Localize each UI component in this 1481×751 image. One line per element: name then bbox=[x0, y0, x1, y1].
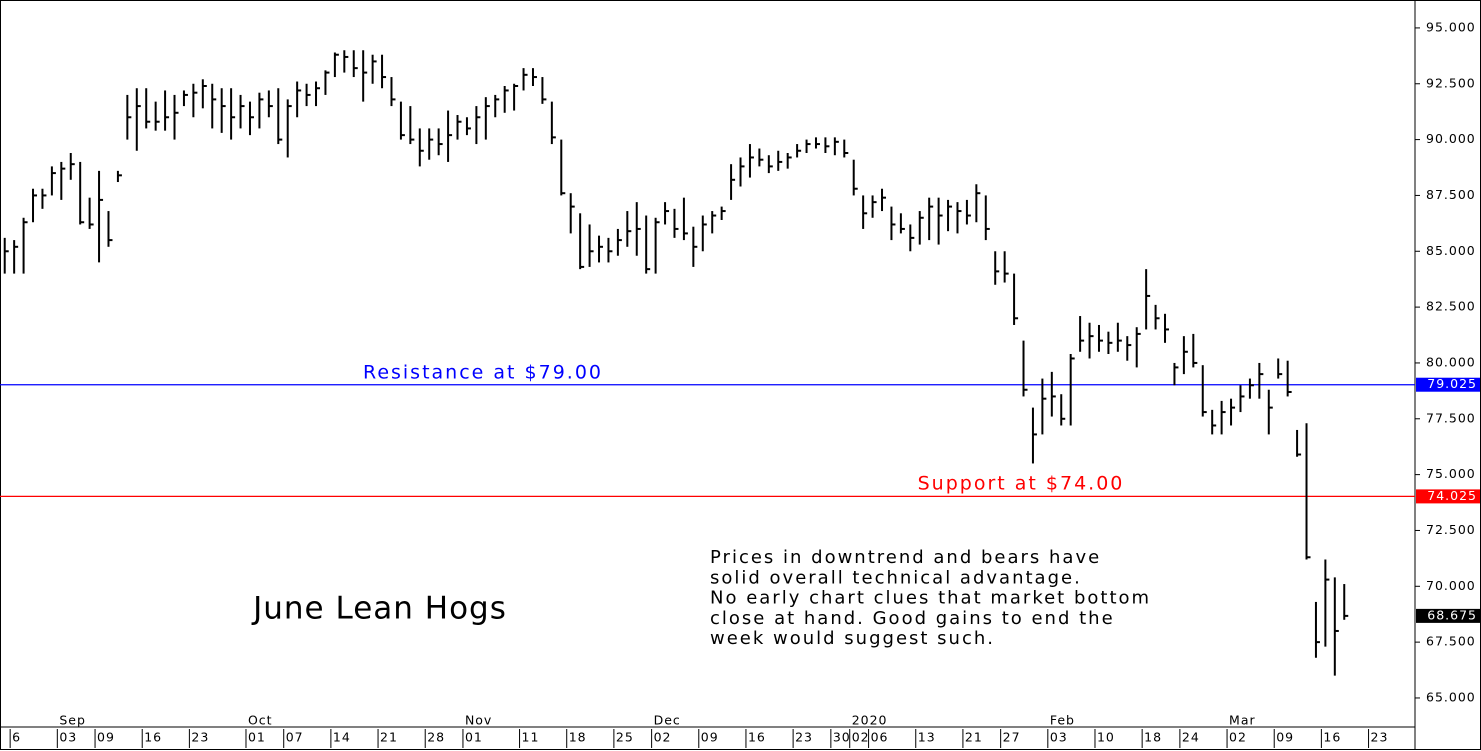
x-tick-label: 01 bbox=[248, 730, 266, 745]
y-tick-label: 90.000 bbox=[1426, 131, 1476, 146]
x-tick-label: 24 bbox=[1182, 730, 1200, 745]
x-tick-label: 27 bbox=[1003, 730, 1021, 745]
x-tick-label: 23 bbox=[795, 730, 813, 745]
level-box bbox=[1416, 489, 1480, 504]
month-label: Mar bbox=[1229, 713, 1256, 728]
x-tick-label: 23 bbox=[191, 730, 209, 745]
x-tick-label: 09 bbox=[97, 730, 115, 745]
y-tick-label: 85.000 bbox=[1426, 243, 1476, 258]
month-label: Feb bbox=[1050, 713, 1075, 728]
chart-title: June Lean Hogs bbox=[251, 591, 507, 627]
y-tick-label: 75.000 bbox=[1426, 466, 1476, 481]
x-tick-label: 25 bbox=[616, 730, 634, 745]
x-tick-label: 30 bbox=[833, 730, 851, 745]
level-box bbox=[1416, 377, 1480, 392]
x-tick-label: 01 bbox=[465, 730, 483, 745]
y-tick-label: 70.000 bbox=[1426, 578, 1476, 593]
month-label: Nov bbox=[465, 713, 492, 728]
month-label: Dec bbox=[654, 713, 681, 728]
y-tick-label: 82.500 bbox=[1426, 299, 1476, 314]
x-tick-label: 09 bbox=[1276, 730, 1294, 745]
x-tick-label: 6 bbox=[12, 730, 21, 745]
y-tick-label: 67.500 bbox=[1426, 634, 1476, 649]
x-tick-label: 02 bbox=[852, 730, 870, 745]
commentary: week would suggest such. bbox=[710, 628, 995, 649]
last-price-box bbox=[1416, 608, 1480, 623]
month-label: Sep bbox=[59, 713, 86, 728]
x-tick-label: 03 bbox=[59, 730, 77, 745]
y-tick-label: 87.500 bbox=[1426, 187, 1476, 202]
y-tick-label: 77.500 bbox=[1426, 410, 1476, 425]
x-tick-label: 11 bbox=[522, 730, 540, 745]
y-tick-label: 95.000 bbox=[1426, 19, 1476, 34]
x-tick-label: 06 bbox=[871, 730, 889, 745]
month-label: Oct bbox=[248, 713, 273, 728]
last-price: 68.675 bbox=[1427, 607, 1477, 622]
y-tick-label: 72.500 bbox=[1426, 522, 1476, 537]
level-value: 74.025 bbox=[1427, 488, 1477, 503]
x-tick-label: 28 bbox=[427, 730, 445, 745]
commentary: close at hand. Good gains to end the bbox=[710, 608, 1115, 629]
x-tick-label: 16 bbox=[144, 730, 162, 745]
x-tick-label: 21 bbox=[380, 730, 398, 745]
y-tick-label: 65.000 bbox=[1426, 689, 1476, 704]
x-tick-label: 23 bbox=[1371, 730, 1389, 745]
x-tick-label: 16 bbox=[1323, 730, 1341, 745]
x-tick-label: 18 bbox=[1144, 730, 1162, 745]
commentary: No early chart clues that market bottom bbox=[710, 588, 1151, 609]
y-tick-label: 80.000 bbox=[1426, 354, 1476, 369]
x-tick-label: 02 bbox=[654, 730, 672, 745]
x-tick-label: 07 bbox=[286, 730, 304, 745]
x-tick-label: 18 bbox=[569, 730, 587, 745]
x-tick-label: 03 bbox=[1050, 730, 1068, 745]
x-tick-label: 13 bbox=[918, 730, 936, 745]
x-tick-label: 09 bbox=[701, 730, 719, 745]
level-label: Resistance at $79.00 bbox=[363, 362, 603, 384]
x-tick-label: 02 bbox=[1229, 730, 1247, 745]
y-tick-label: 92.500 bbox=[1426, 75, 1476, 90]
x-tick-label: 16 bbox=[748, 730, 766, 745]
x-tick-label: 14 bbox=[333, 730, 351, 745]
commentary: Prices in downtrend and bears have bbox=[710, 547, 1101, 568]
x-tick-label: 21 bbox=[965, 730, 983, 745]
level-value: 79.025 bbox=[1427, 376, 1477, 391]
level-label: Support at $74.00 bbox=[918, 473, 1125, 495]
x-tick-label: 10 bbox=[1097, 730, 1115, 745]
month-label: 2020 bbox=[852, 713, 888, 728]
commentary: solid overall technical advantage. bbox=[710, 567, 1082, 588]
